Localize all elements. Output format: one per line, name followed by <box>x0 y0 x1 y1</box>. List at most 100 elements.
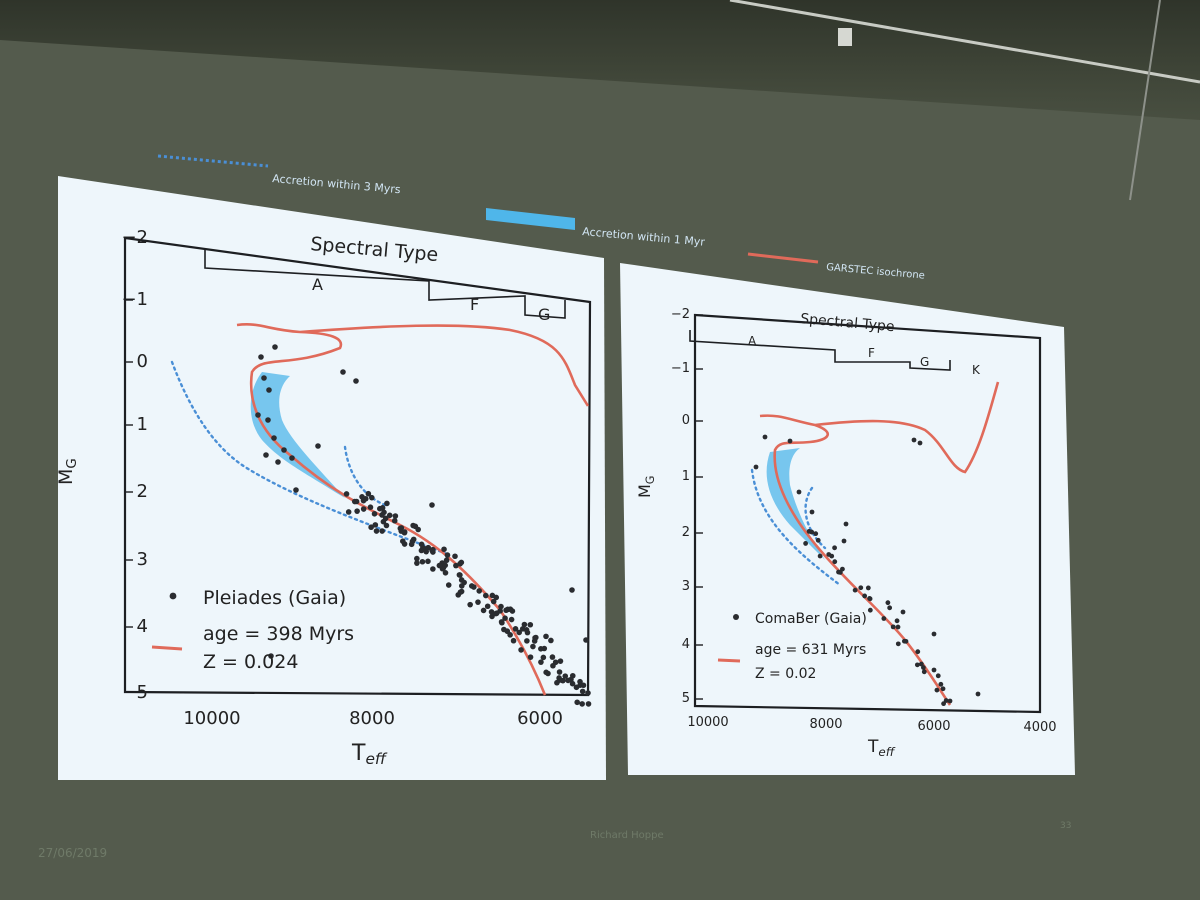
star-point <box>429 547 435 554</box>
star-point <box>809 509 815 515</box>
star-point <box>524 638 530 644</box>
star-point <box>523 627 530 633</box>
star-point <box>508 616 515 623</box>
star-point <box>935 673 941 679</box>
star-point <box>377 505 383 512</box>
star-point <box>430 566 436 572</box>
spectral-class-label: F <box>868 346 875 360</box>
legend-band-swatch <box>486 208 575 230</box>
star-point <box>762 434 768 440</box>
x-tick-label: 4000 <box>1023 720 1056 735</box>
star-point <box>565 677 571 684</box>
star-point <box>268 653 274 659</box>
footer-page: 33 <box>1060 821 1071 831</box>
star-point <box>471 584 477 590</box>
star-point <box>579 688 586 695</box>
star-point <box>369 494 375 501</box>
star-point <box>367 504 374 511</box>
star-point <box>540 654 547 661</box>
star-point <box>263 452 269 458</box>
star-point <box>371 511 378 517</box>
star-point <box>585 690 591 696</box>
star-point <box>436 562 443 569</box>
star-point <box>829 553 835 559</box>
accretion-1myr-band <box>766 448 825 560</box>
accretion-1myr-band <box>250 372 345 498</box>
accretion-3myr-track <box>750 468 842 587</box>
x-tick-label: 8000 <box>809 717 842 732</box>
spectral-class-label: K <box>972 363 981 377</box>
star-point <box>475 599 481 605</box>
spectral-type-axis <box>689 330 951 371</box>
star-point <box>382 515 389 522</box>
star-point <box>368 524 374 531</box>
star-point <box>841 538 847 544</box>
star-point <box>518 647 524 653</box>
y-tick-label: 5 <box>682 691 690 706</box>
x-tick-label: 10000 <box>183 708 240 729</box>
star-point <box>934 687 940 693</box>
star-point <box>867 607 873 613</box>
star-point <box>836 569 841 575</box>
star-point <box>425 544 432 551</box>
ceiling-rail <box>729 0 1200 84</box>
star-point <box>353 498 360 505</box>
star-point <box>543 633 549 640</box>
star-point <box>940 686 946 692</box>
star-point <box>530 643 536 650</box>
y-tick-label: 1 <box>682 469 690 484</box>
star-point <box>817 553 823 559</box>
spectral-class-label: A <box>312 275 323 294</box>
star-point <box>931 631 937 637</box>
star-point <box>527 654 534 660</box>
comaber-panel <box>620 263 1075 775</box>
star-point <box>442 562 449 569</box>
star-point <box>569 587 575 593</box>
star-point <box>414 560 420 566</box>
star-point <box>941 701 946 707</box>
star-point <box>549 654 556 660</box>
star-point <box>815 537 821 543</box>
y-tick-label: 1 <box>137 414 148 435</box>
star-point <box>919 661 924 667</box>
star-point <box>503 607 509 614</box>
star-point <box>275 459 281 465</box>
y-tick-label: 3 <box>137 549 148 570</box>
star-point <box>429 502 435 508</box>
star-point <box>489 613 495 620</box>
legend-line-swatch <box>747 252 819 264</box>
star-point <box>489 592 496 599</box>
y-tick-label: 2 <box>137 481 148 502</box>
star-point <box>379 528 385 534</box>
star-point <box>340 369 346 375</box>
star-point <box>281 447 287 453</box>
star-point <box>442 569 449 576</box>
star-point <box>862 593 868 599</box>
plot-frame <box>693 313 1042 714</box>
star-point <box>266 387 272 393</box>
star-point <box>484 603 491 610</box>
star-point <box>398 525 405 531</box>
star-point <box>527 621 534 628</box>
x-tick-label: 6000 <box>917 719 950 734</box>
y-tick-label: −2 <box>671 307 690 322</box>
star-point <box>345 509 352 515</box>
star-point <box>890 624 896 630</box>
star-point <box>343 491 350 497</box>
star-point <box>975 691 981 697</box>
spectral-class-label: A <box>748 334 757 348</box>
star-point <box>585 701 592 707</box>
star-point <box>914 662 920 668</box>
star-point <box>392 513 399 519</box>
star-point <box>401 541 408 547</box>
star-point <box>895 624 901 630</box>
footer-author: Richard Hoppe <box>590 830 664 841</box>
star-point <box>498 603 504 610</box>
star-point <box>507 632 513 638</box>
star-point <box>443 557 450 564</box>
star-point <box>560 677 566 684</box>
legend-isochrone-marker <box>151 645 183 651</box>
star-point <box>533 634 539 641</box>
star-point <box>420 544 426 551</box>
